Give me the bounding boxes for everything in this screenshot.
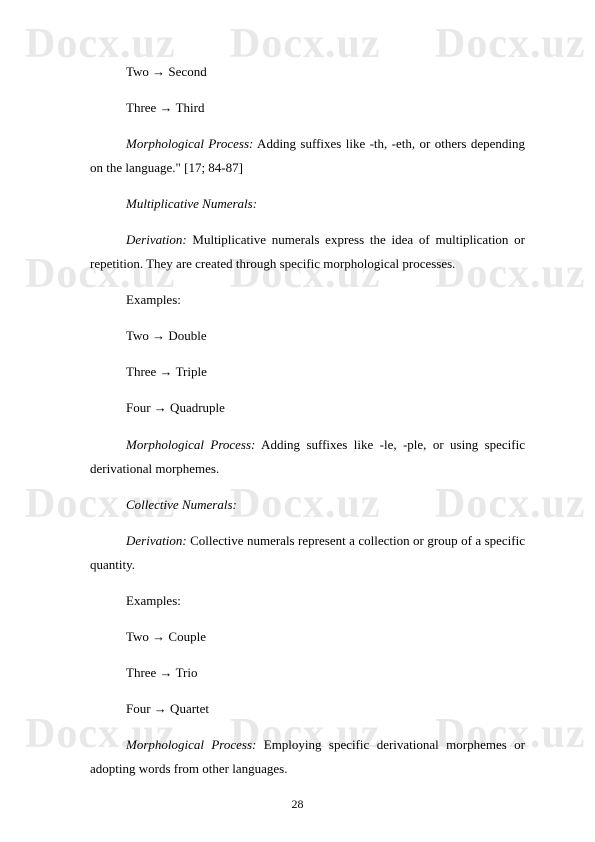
body-text: Morphological Process: Adding suffixes l… — [90, 433, 525, 481]
term: Morphological Process: — [126, 437, 255, 452]
term: Morphological Process: — [126, 737, 256, 752]
term: Derivation: — [126, 533, 187, 548]
body-text: Three → Third — [90, 96, 525, 120]
body-text: Derivation: Collective numerals represen… — [90, 529, 525, 577]
body-text: Three → Triple — [90, 360, 525, 384]
body-text: Morphological Process: Adding suffixes l… — [90, 132, 525, 180]
body-text: Morphological Process: Employing specifi… — [90, 733, 525, 781]
body-text: Examples: — [90, 589, 525, 613]
term: Derivation: — [126, 232, 187, 247]
body-text: Two → Second — [90, 60, 525, 84]
page-number: 28 — [292, 797, 304, 812]
term: Morphological Process: — [126, 136, 253, 151]
body-text: Four → Quartet — [90, 697, 525, 721]
section-heading: Multiplicative Numerals: — [90, 192, 525, 216]
body-text: Two → Double — [90, 324, 525, 348]
body-text: Derivation: Multiplicative numerals expr… — [90, 228, 525, 276]
section-heading: Collective Numerals: — [90, 493, 525, 517]
body-text: Three → Trio — [90, 661, 525, 685]
body-text: Two → Couple — [90, 625, 525, 649]
body-text: Examples: — [90, 288, 525, 312]
document-body: Two → Second Three → Third Morphological… — [0, 0, 595, 833]
body-text: Four → Quadruple — [90, 396, 525, 420]
